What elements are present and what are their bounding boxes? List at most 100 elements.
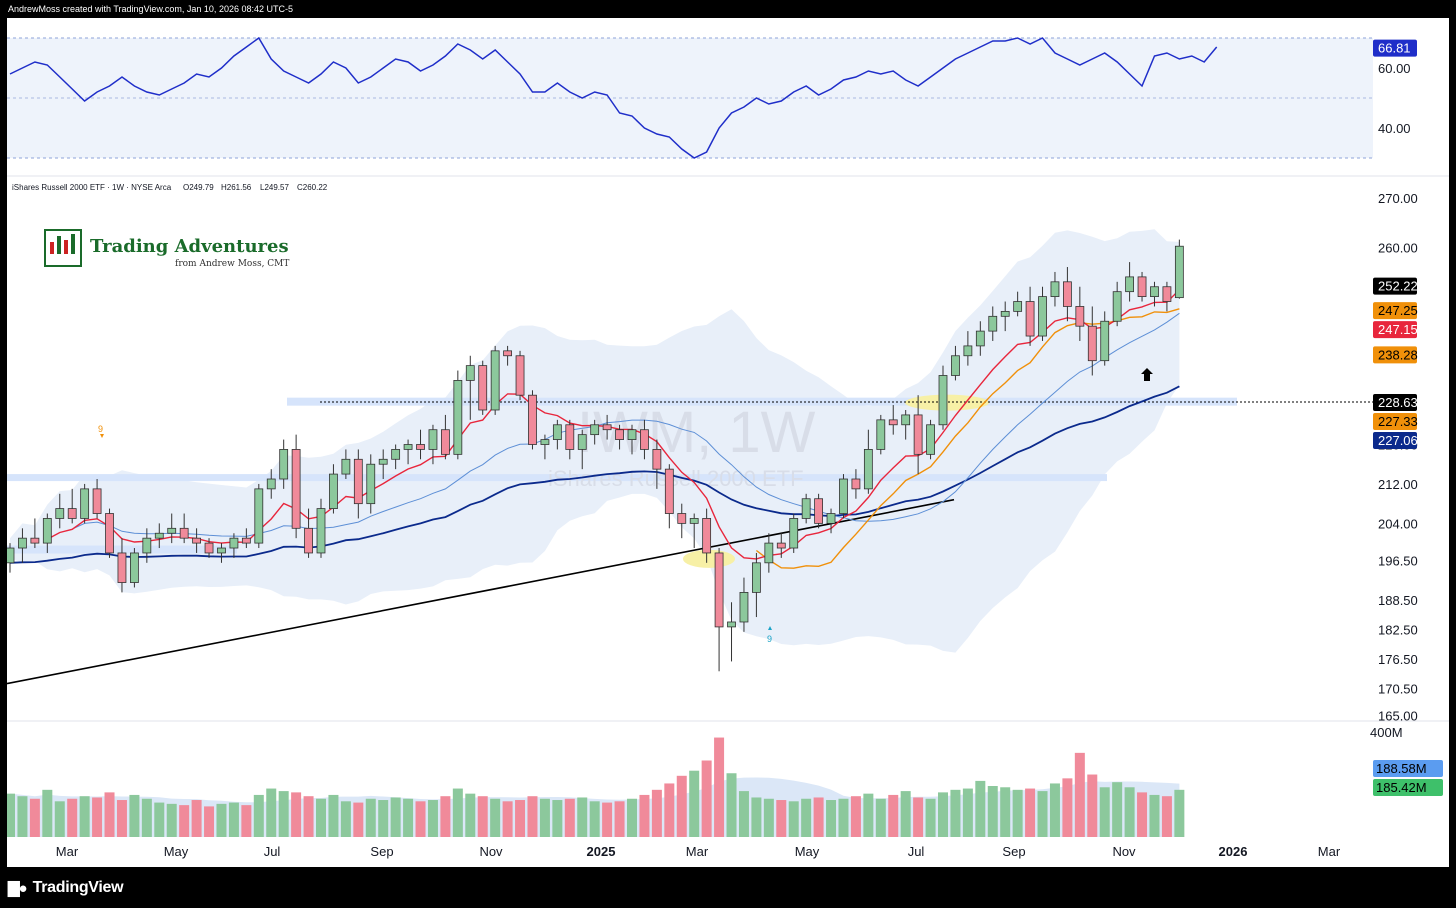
candle[interactable] — [1087, 306, 1097, 376]
candle[interactable] — [1112, 281, 1122, 327]
candle[interactable] — [329, 464, 338, 514]
candle[interactable] — [1174, 239, 1184, 299]
candle[interactable] — [988, 306, 998, 341]
candle[interactable] — [316, 498, 326, 558]
candle[interactable] — [428, 424, 438, 465]
candle[interactable] — [888, 405, 898, 435]
candle[interactable] — [876, 414, 886, 455]
candle[interactable] — [615, 424, 624, 450]
candle[interactable] — [391, 444, 401, 470]
candle[interactable] — [179, 513, 189, 544]
candle[interactable] — [279, 439, 289, 489]
candle[interactable] — [105, 508, 114, 558]
candle[interactable] — [863, 429, 873, 494]
candle[interactable] — [739, 577, 749, 632]
chart-svg[interactable]: 60.00 40.00 66.81 IWM, 1W iShares Russel… — [7, 18, 1449, 867]
candle[interactable] — [515, 350, 525, 401]
candlesticks[interactable] — [7, 239, 1184, 672]
candle[interactable] — [7, 543, 15, 573]
candle[interactable] — [677, 503, 687, 539]
candle[interactable] — [440, 414, 450, 460]
candle[interactable] — [851, 469, 861, 499]
candle[interactable] — [577, 429, 587, 470]
candle[interactable] — [652, 439, 662, 489]
candle[interactable] — [664, 464, 674, 529]
candle[interactable] — [752, 552, 761, 618]
price-pane[interactable]: IWM, 1W iShares Russell 2000 ETF 9 9 — [7, 183, 1373, 685]
candle[interactable] — [1050, 271, 1060, 307]
candle[interactable] — [1150, 281, 1159, 307]
chart-panel[interactable]: 60.00 40.00 66.81 IWM, 1W iShares Russel… — [7, 18, 1449, 867]
candle[interactable] — [117, 538, 127, 593]
candle[interactable] — [130, 548, 139, 588]
candle[interactable] — [801, 493, 811, 524]
footer-brand[interactable]: ▇● TradingView — [8, 877, 124, 899]
candle[interactable] — [627, 424, 637, 455]
candle[interactable] — [142, 528, 152, 563]
candle[interactable] — [552, 419, 562, 450]
candle[interactable] — [1100, 311, 1110, 366]
candle[interactable] — [55, 493, 65, 529]
candle[interactable] — [839, 474, 848, 519]
candle[interactable] — [1000, 301, 1010, 332]
candle[interactable] — [254, 483, 264, 549]
candle[interactable] — [1075, 286, 1085, 341]
time-axis[interactable]: Mar May Jul Sep Nov 2025 Mar May Jul Sep Nov 2026 Ma… — [56, 844, 1341, 859]
candle[interactable] — [689, 513, 699, 549]
candle[interactable] — [453, 370, 463, 460]
candle[interactable] — [366, 454, 376, 514]
candle[interactable] — [814, 493, 823, 529]
candle[interactable] — [192, 528, 202, 553]
candle[interactable] — [1025, 286, 1035, 346]
candle[interactable] — [341, 449, 351, 480]
candle[interactable] — [291, 434, 301, 539]
candle[interactable] — [229, 533, 239, 558]
candle[interactable] — [30, 518, 40, 549]
candle[interactable] — [80, 483, 90, 524]
candle[interactable] — [826, 508, 836, 534]
candle[interactable] — [465, 355, 475, 420]
candle[interactable] — [938, 365, 948, 430]
candle[interactable] — [640, 419, 649, 460]
candle[interactable] — [241, 528, 251, 549]
candle[interactable] — [67, 488, 77, 524]
candle[interactable] — [1137, 271, 1147, 302]
candle[interactable] — [478, 360, 488, 415]
candle[interactable] — [565, 419, 575, 460]
candle[interactable] — [167, 513, 177, 544]
candle[interactable] — [963, 331, 973, 366]
candle[interactable] — [776, 533, 786, 558]
candle[interactable] — [789, 513, 799, 553]
candle[interactable] — [416, 429, 425, 460]
candle[interactable] — [18, 528, 27, 563]
candle[interactable] — [490, 345, 500, 415]
candle[interactable] — [1125, 262, 1134, 302]
candle[interactable] — [602, 414, 612, 440]
candle[interactable] — [528, 390, 537, 450]
candle[interactable] — [204, 538, 214, 558]
candle[interactable] — [304, 508, 313, 558]
candle[interactable] — [727, 602, 736, 662]
candle[interactable] — [1038, 286, 1047, 341]
candle[interactable] — [1013, 291, 1023, 317]
candle[interactable] — [702, 508, 712, 563]
candle[interactable] — [403, 439, 413, 465]
candle[interactable] — [590, 419, 600, 445]
candle[interactable] — [154, 523, 164, 549]
candle[interactable] — [353, 449, 363, 519]
candle[interactable] — [913, 395, 923, 475]
candle[interactable] — [975, 321, 985, 356]
candle[interactable] — [378, 449, 388, 480]
candle[interactable] — [714, 548, 724, 672]
candle[interactable] — [1063, 267, 1072, 322]
price-axis[interactable]: 270.00260.00220.00212.00204.00196.50188.… — [1378, 191, 1418, 724]
candle[interactable] — [951, 345, 960, 381]
candle[interactable] — [901, 409, 911, 440]
candle[interactable] — [217, 543, 226, 563]
candle[interactable] — [1162, 281, 1172, 312]
candle[interactable] — [92, 479, 102, 519]
candle[interactable] — [42, 513, 52, 553]
candle[interactable] — [540, 434, 550, 460]
candle[interactable] — [764, 533, 774, 573]
candle[interactable] — [266, 469, 276, 499]
